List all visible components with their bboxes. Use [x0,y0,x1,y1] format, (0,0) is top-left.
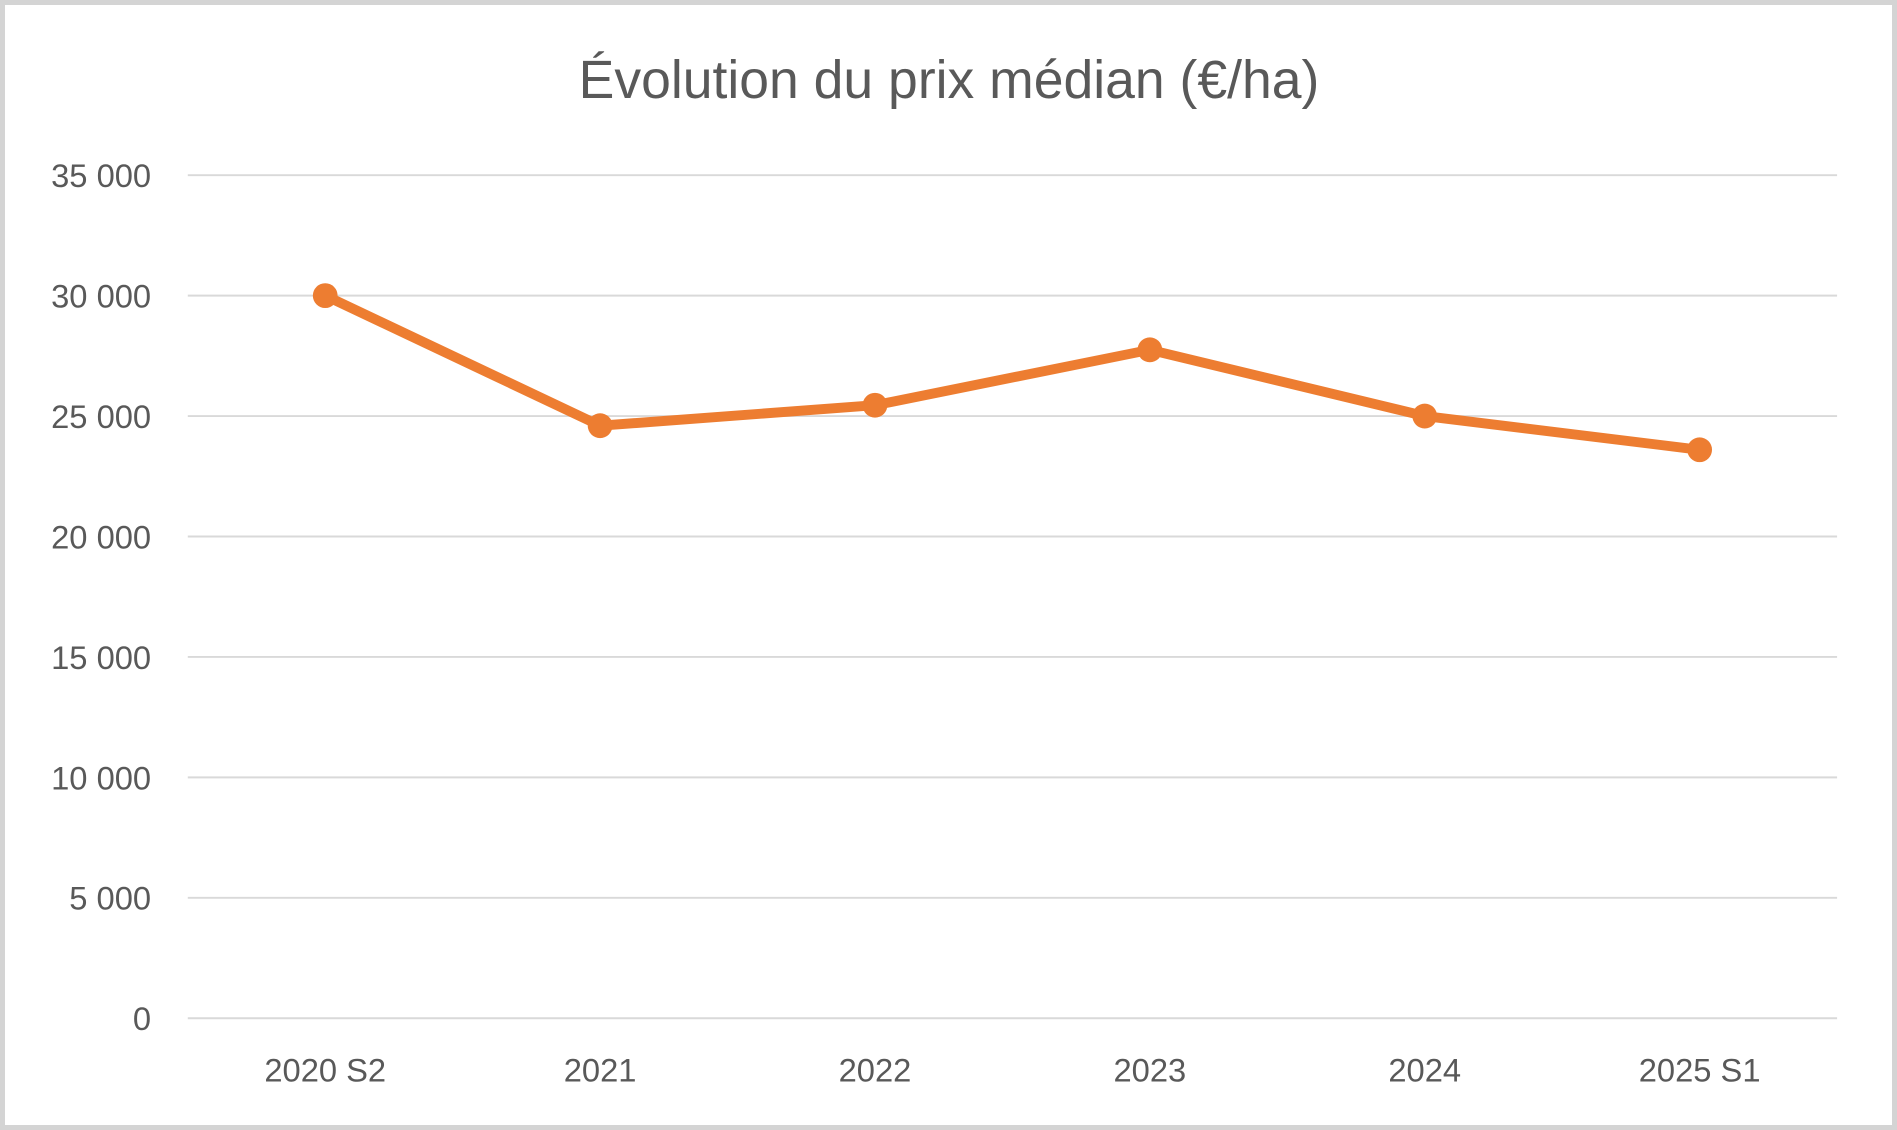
y-tick-label: 10 000 [51,759,151,796]
data-point-marker [1137,337,1163,363]
data-point-marker [1687,437,1713,463]
chart-title: Évolution du prix médian (€/ha) [579,51,1320,110]
data-point-marker [312,283,338,309]
x-tick-label: 2025 S1 [1639,1051,1761,1088]
x-tick-label: 2023 [1114,1051,1187,1088]
y-tick-label: 0 [133,1000,151,1037]
series-line [320,290,1705,455]
data-point-marker [862,392,888,418]
gridlines-layer [187,174,1838,1020]
x-tick-label: 2024 [1388,1051,1461,1088]
x-tick-label: 2022 [839,1051,912,1088]
y-tick-label: 30 000 [51,278,151,315]
y-tick-label: 25 000 [51,398,151,435]
line-chart: Évolution du prix médian (€/ha) 0 5 000 10… [51,51,1838,1088]
series-layer [312,283,1713,463]
y-tick-label: 15 000 [51,639,151,676]
y-tick-label: 20 000 [51,518,151,555]
y-tick-label: 5 000 [69,880,151,917]
x-tick-label: 2021 [564,1051,637,1088]
data-point-marker [1412,403,1438,429]
axis-labels-layer: 0 5 000 10 000 15 000 20 000 25 000 30 000 35 0… [51,157,1760,1088]
y-tick-label: 35 000 [51,157,151,194]
data-point-marker [587,413,613,439]
x-tick-label: 2020 S2 [264,1051,386,1088]
